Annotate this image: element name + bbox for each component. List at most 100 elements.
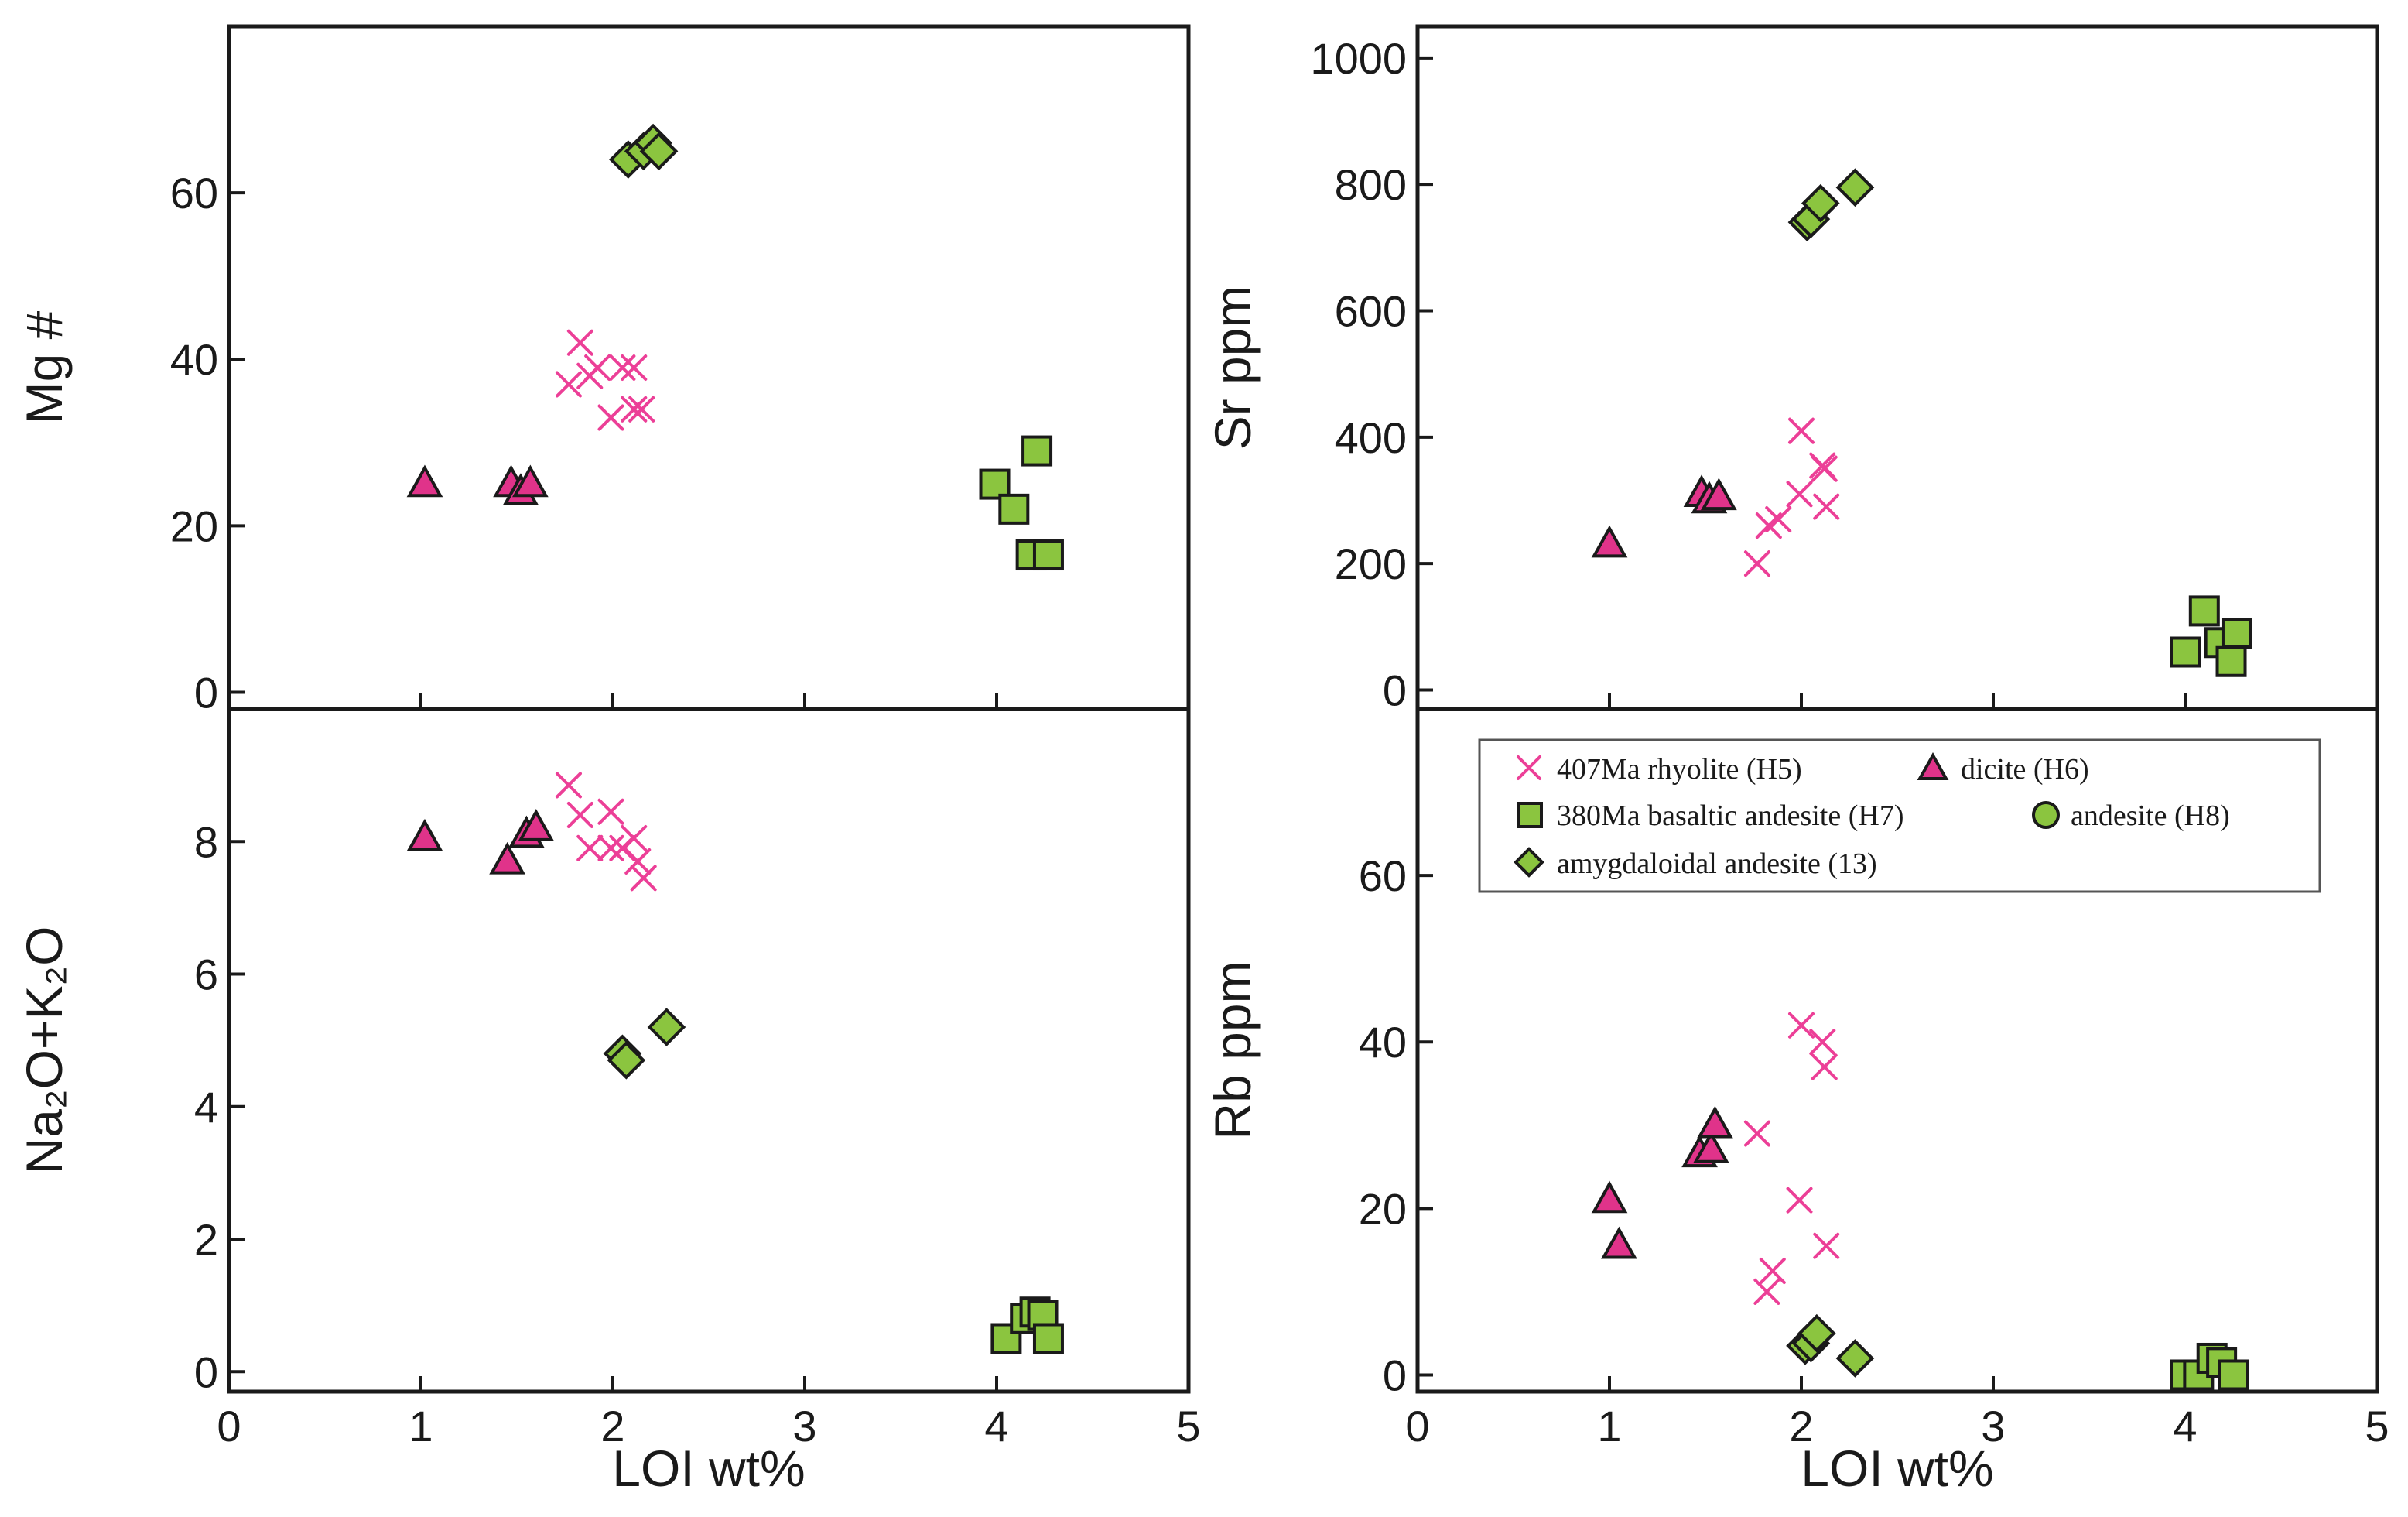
series-x xyxy=(555,329,655,431)
data-point-square xyxy=(998,493,1030,525)
series-triangle xyxy=(1591,474,1737,558)
series-square xyxy=(2170,1342,2249,1391)
data-point-diamond xyxy=(1835,168,1875,207)
legend: 407Ma rhyolite (H5) dicite (H6) 380Ma ba… xyxy=(1478,738,2321,893)
data-point-triangle xyxy=(1693,1130,1729,1163)
data-point-x xyxy=(1753,1278,1780,1305)
series-diamond xyxy=(603,1008,686,1080)
legend-label-amygdaloidal-andesite: amygdaloidal andesite (13) xyxy=(1557,848,1877,880)
data-point-square xyxy=(1032,539,1064,571)
x-tick-label: 0 xyxy=(1405,1402,1429,1450)
series-square xyxy=(979,435,1064,571)
data-point-x xyxy=(1813,493,1840,520)
data-point-x xyxy=(1809,1029,1836,1056)
y-tick-label: 0 xyxy=(194,1347,218,1396)
data-point-x xyxy=(584,354,611,381)
data-point-x xyxy=(1788,417,1815,444)
data-point-x xyxy=(555,371,582,398)
data-point-diamond xyxy=(607,1041,646,1080)
x-tick-label: 1 xyxy=(409,1402,433,1450)
data-point-diamond xyxy=(639,132,679,171)
y-tick-label: 400 xyxy=(1335,413,1407,462)
series-triangle xyxy=(406,809,555,875)
legend-item-rhyolite: 407Ma rhyolite (H5) xyxy=(1517,753,1802,786)
data-point-diamond xyxy=(1801,183,1840,223)
data-point-x xyxy=(621,396,648,423)
data-point-triangle xyxy=(406,464,443,498)
data-point-triangle xyxy=(1591,525,1628,558)
series-diamond xyxy=(609,123,679,179)
data-point-x xyxy=(628,396,655,423)
panel-sr: 0 200 400 600 800 1000 Sr ppm xyxy=(1204,24,2379,715)
data-point-x xyxy=(1765,506,1792,532)
legend-item-andesite: andesite (H8) xyxy=(2032,800,2230,832)
x-tick-label: 5 xyxy=(1176,1402,1200,1450)
series-diamond xyxy=(1786,1313,1875,1378)
y-tick-label: 600 xyxy=(1335,287,1407,336)
y-axis-label: Rb ppm xyxy=(1204,961,1261,1139)
y-tick-label: 4 xyxy=(194,1083,218,1132)
data-point-x xyxy=(555,772,582,799)
data-point-square xyxy=(2218,1359,2249,1391)
series-x xyxy=(555,772,657,892)
data-point-x xyxy=(597,798,624,825)
series-square xyxy=(2170,595,2252,677)
data-point-x xyxy=(566,329,593,356)
y-tick-label: 60 xyxy=(1359,851,1407,900)
data-point-x xyxy=(576,834,604,861)
data-point-diamond xyxy=(1797,1313,1836,1353)
data-point-square xyxy=(979,468,1011,500)
series-triangle xyxy=(406,464,549,506)
series-square xyxy=(990,1296,1064,1354)
data-point-diamond xyxy=(1835,1339,1875,1378)
y-tick-label: 20 xyxy=(170,502,218,550)
y-tick-label: 200 xyxy=(1335,539,1407,588)
series-triangle xyxy=(1591,1105,1733,1259)
plot-frame-mg xyxy=(227,24,1191,711)
data-point-x xyxy=(566,802,593,829)
y-tick-label: 40 xyxy=(1359,1018,1407,1067)
x-tick-label: 5 xyxy=(2365,1402,2389,1450)
legend-label-andesite: andesite (H8) xyxy=(2071,800,2230,832)
data-point-x xyxy=(1786,481,1813,508)
y-tick-label: 1000 xyxy=(1310,34,1407,83)
data-point-triangle xyxy=(489,841,525,875)
y-tick-label: 40 xyxy=(170,335,218,384)
data-point-x xyxy=(1811,455,1838,482)
data-point-x xyxy=(1786,1187,1813,1214)
x-axis-label: LOI wt% xyxy=(612,1440,805,1497)
x-tick-label: 2 xyxy=(600,1402,624,1450)
data-point-triangle xyxy=(1601,1226,1637,1259)
data-point-diamond xyxy=(647,1008,686,1046)
data-point-square xyxy=(1032,1323,1064,1354)
plot-frame-sr xyxy=(1415,24,2379,711)
y-tick-label: 800 xyxy=(1335,160,1407,209)
data-point-x xyxy=(597,404,624,431)
series-x xyxy=(1743,417,1840,577)
y-tick-label: 0 xyxy=(1383,1351,1407,1399)
data-point-triangle xyxy=(406,818,443,851)
y-tick-label: 0 xyxy=(1383,666,1407,715)
plot-frame-alk xyxy=(227,707,1191,1394)
y-tick-label: 60 xyxy=(170,169,218,217)
series-x xyxy=(1743,1012,1840,1305)
panel-rb: 0 20 40 60 0 1 2 3 4 5 Rb ppm LOI wt% xyxy=(1204,707,2389,1497)
x-axis-label: LOI wt% xyxy=(1801,1440,1993,1497)
y-tick-label: 8 xyxy=(194,817,218,866)
legend-item-basaltic-andesite: 380Ma basaltic andesite (H7) xyxy=(1517,800,1903,832)
data-point-x xyxy=(1759,1258,1786,1285)
data-point-square xyxy=(2221,618,2252,649)
data-point-triangle xyxy=(1591,1180,1628,1214)
data-point-x xyxy=(1743,550,1770,577)
panel-alk: 0 2 4 6 8 0 1 2 3 4 5 Na₂O+K₂O LOI wt% xyxy=(15,707,1201,1497)
data-point-x xyxy=(609,354,636,381)
plot-frame-rb xyxy=(1415,707,2379,1394)
data-point-triangle xyxy=(512,464,549,498)
data-point-x xyxy=(1811,1053,1838,1080)
data-point-x xyxy=(621,824,648,851)
series-diamond xyxy=(1787,168,1875,241)
legend-box xyxy=(1478,738,2321,893)
x-tick-label: 4 xyxy=(984,1402,1008,1450)
